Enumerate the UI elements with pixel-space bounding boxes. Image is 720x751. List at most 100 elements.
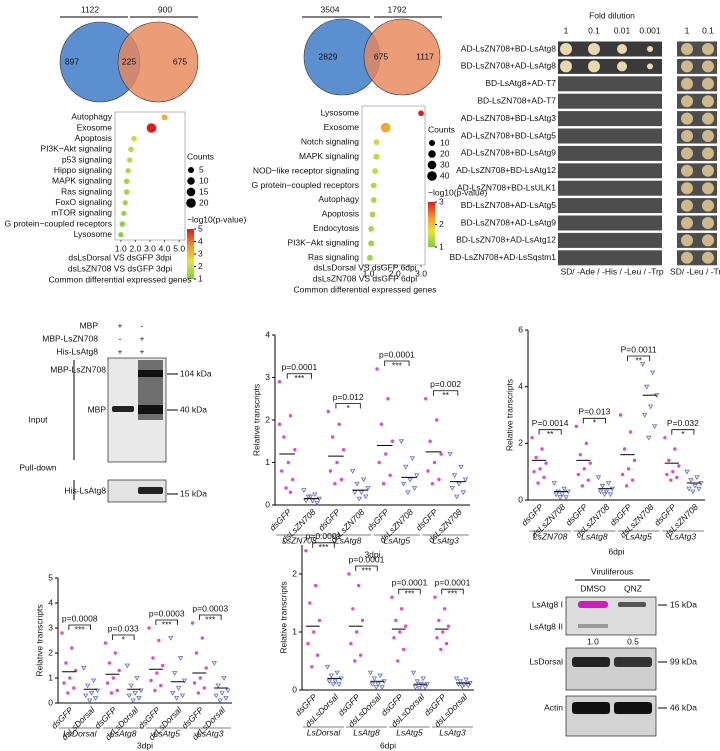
- data-point: [371, 676, 378, 682]
- data-point: [115, 688, 119, 693]
- dilution-label: 0.1: [588, 25, 600, 35]
- x-tick-label: 3.0: [144, 243, 156, 253]
- data-point: [365, 486, 371, 491]
- dilution-label: 0.01: [614, 25, 631, 35]
- data-point: [354, 481, 360, 487]
- gene-label: LsAtg8: [581, 531, 608, 541]
- data-point: [618, 413, 623, 417]
- colony: [681, 43, 693, 55]
- data-point: [649, 370, 656, 376]
- data-point: [561, 486, 567, 492]
- size-legend-label: 20: [440, 148, 450, 158]
- colony: [681, 112, 693, 125]
- size-legend-dot: [186, 198, 196, 208]
- blot-band: [572, 657, 610, 667]
- data-point: [155, 671, 159, 675]
- venn-count: 2829: [319, 51, 338, 61]
- plate-strip: [558, 41, 662, 57]
- data-point: [175, 686, 182, 691]
- gene-label: LsAtg5: [384, 535, 411, 545]
- data-point: [640, 362, 646, 367]
- data-point: [534, 455, 538, 460]
- yeast-row-label: AD-LsZN708+BD-LsULK1: [457, 182, 556, 192]
- data-point: [463, 677, 469, 683]
- data-point: [339, 477, 344, 482]
- data-point: [692, 483, 698, 489]
- y-tick-label: 2: [48, 647, 53, 657]
- data-point: [128, 683, 134, 689]
- data-point: [215, 683, 221, 689]
- color-tick-label: 5: [198, 223, 203, 233]
- category-label: G protein−coupled receptors: [5, 218, 113, 228]
- colony: [702, 234, 714, 247]
- data-point: [626, 467, 631, 471]
- data-point: [435, 418, 439, 422]
- significance-bracket: [433, 390, 459, 396]
- data-point: [60, 631, 64, 635]
- data-point: [92, 696, 99, 701]
- colony: [617, 44, 627, 54]
- data-point: [190, 621, 195, 625]
- y-tick-label: 2: [518, 438, 523, 448]
- data-point: [328, 469, 333, 473]
- significance-bracket: [155, 619, 179, 625]
- data-point: [673, 447, 677, 451]
- color-tick-label: 3: [198, 248, 203, 258]
- data-point: [355, 630, 359, 634]
- data-point: [109, 691, 114, 695]
- data-point: [72, 686, 76, 690]
- data-point: [536, 481, 540, 485]
- data-point: [151, 656, 155, 660]
- color-bar: [187, 229, 194, 279]
- colony: [702, 77, 714, 90]
- color-legend-title: −log10(p-value): [187, 214, 246, 224]
- color-tick-label: 1: [198, 273, 203, 283]
- y-tick-label: 6: [518, 324, 523, 334]
- data-point: [217, 698, 223, 704]
- data-point: [312, 630, 316, 634]
- data-point: [465, 683, 471, 689]
- data-point: [399, 607, 404, 611]
- category-label: Endocytosis: [313, 223, 359, 233]
- gene-label: LsAtg5: [154, 728, 181, 738]
- band-label: LsAtg8 II: [529, 621, 563, 631]
- data-point: [457, 679, 464, 685]
- data-point: [642, 413, 648, 418]
- y-tick-label: 1: [48, 672, 53, 682]
- data-point: [677, 464, 681, 468]
- significance-stars: **: [547, 429, 554, 439]
- venn-count: 225: [122, 56, 136, 66]
- data-point: [105, 681, 110, 685]
- colony: [647, 46, 653, 52]
- size-legend-dot: [427, 171, 437, 181]
- data-point: [312, 492, 318, 498]
- plate-strip: [558, 76, 662, 92]
- data-point: [179, 693, 186, 699]
- yeast-row-label: AD-LsZN708+BD-LsAtg5: [461, 130, 556, 140]
- plate-strip: [558, 232, 662, 248]
- data-point: [384, 452, 388, 456]
- data-point: [332, 679, 338, 685]
- category-label: FoxO signaling: [55, 197, 112, 207]
- data-point: [442, 607, 447, 611]
- band-label: His-LsAtg8: [64, 485, 106, 495]
- data-point: [454, 494, 460, 500]
- category-label: Notch signaling: [301, 136, 359, 146]
- category-label: Ras signaling: [308, 252, 359, 262]
- colony: [560, 43, 572, 55]
- dilution-label: 0.001: [639, 25, 661, 35]
- p-value: p=0.0001: [392, 577, 428, 587]
- category-label: NOD−like receptor signaling: [253, 165, 359, 175]
- category-label: mTOR signaling: [51, 208, 112, 218]
- data-point: [353, 659, 357, 663]
- data-point: [70, 646, 74, 650]
- data-point: [605, 481, 612, 486]
- p-value: P=0.0014: [532, 418, 569, 428]
- p-value: p=0.0001: [306, 531, 342, 541]
- data-point: [379, 685, 385, 690]
- yeast-row-label: AD-LsZN708+BD-LsAtg8: [461, 43, 556, 53]
- data-point: [396, 659, 400, 663]
- plate-strip: [558, 198, 662, 214]
- data-point: [439, 647, 443, 652]
- data-point: [432, 460, 437, 465]
